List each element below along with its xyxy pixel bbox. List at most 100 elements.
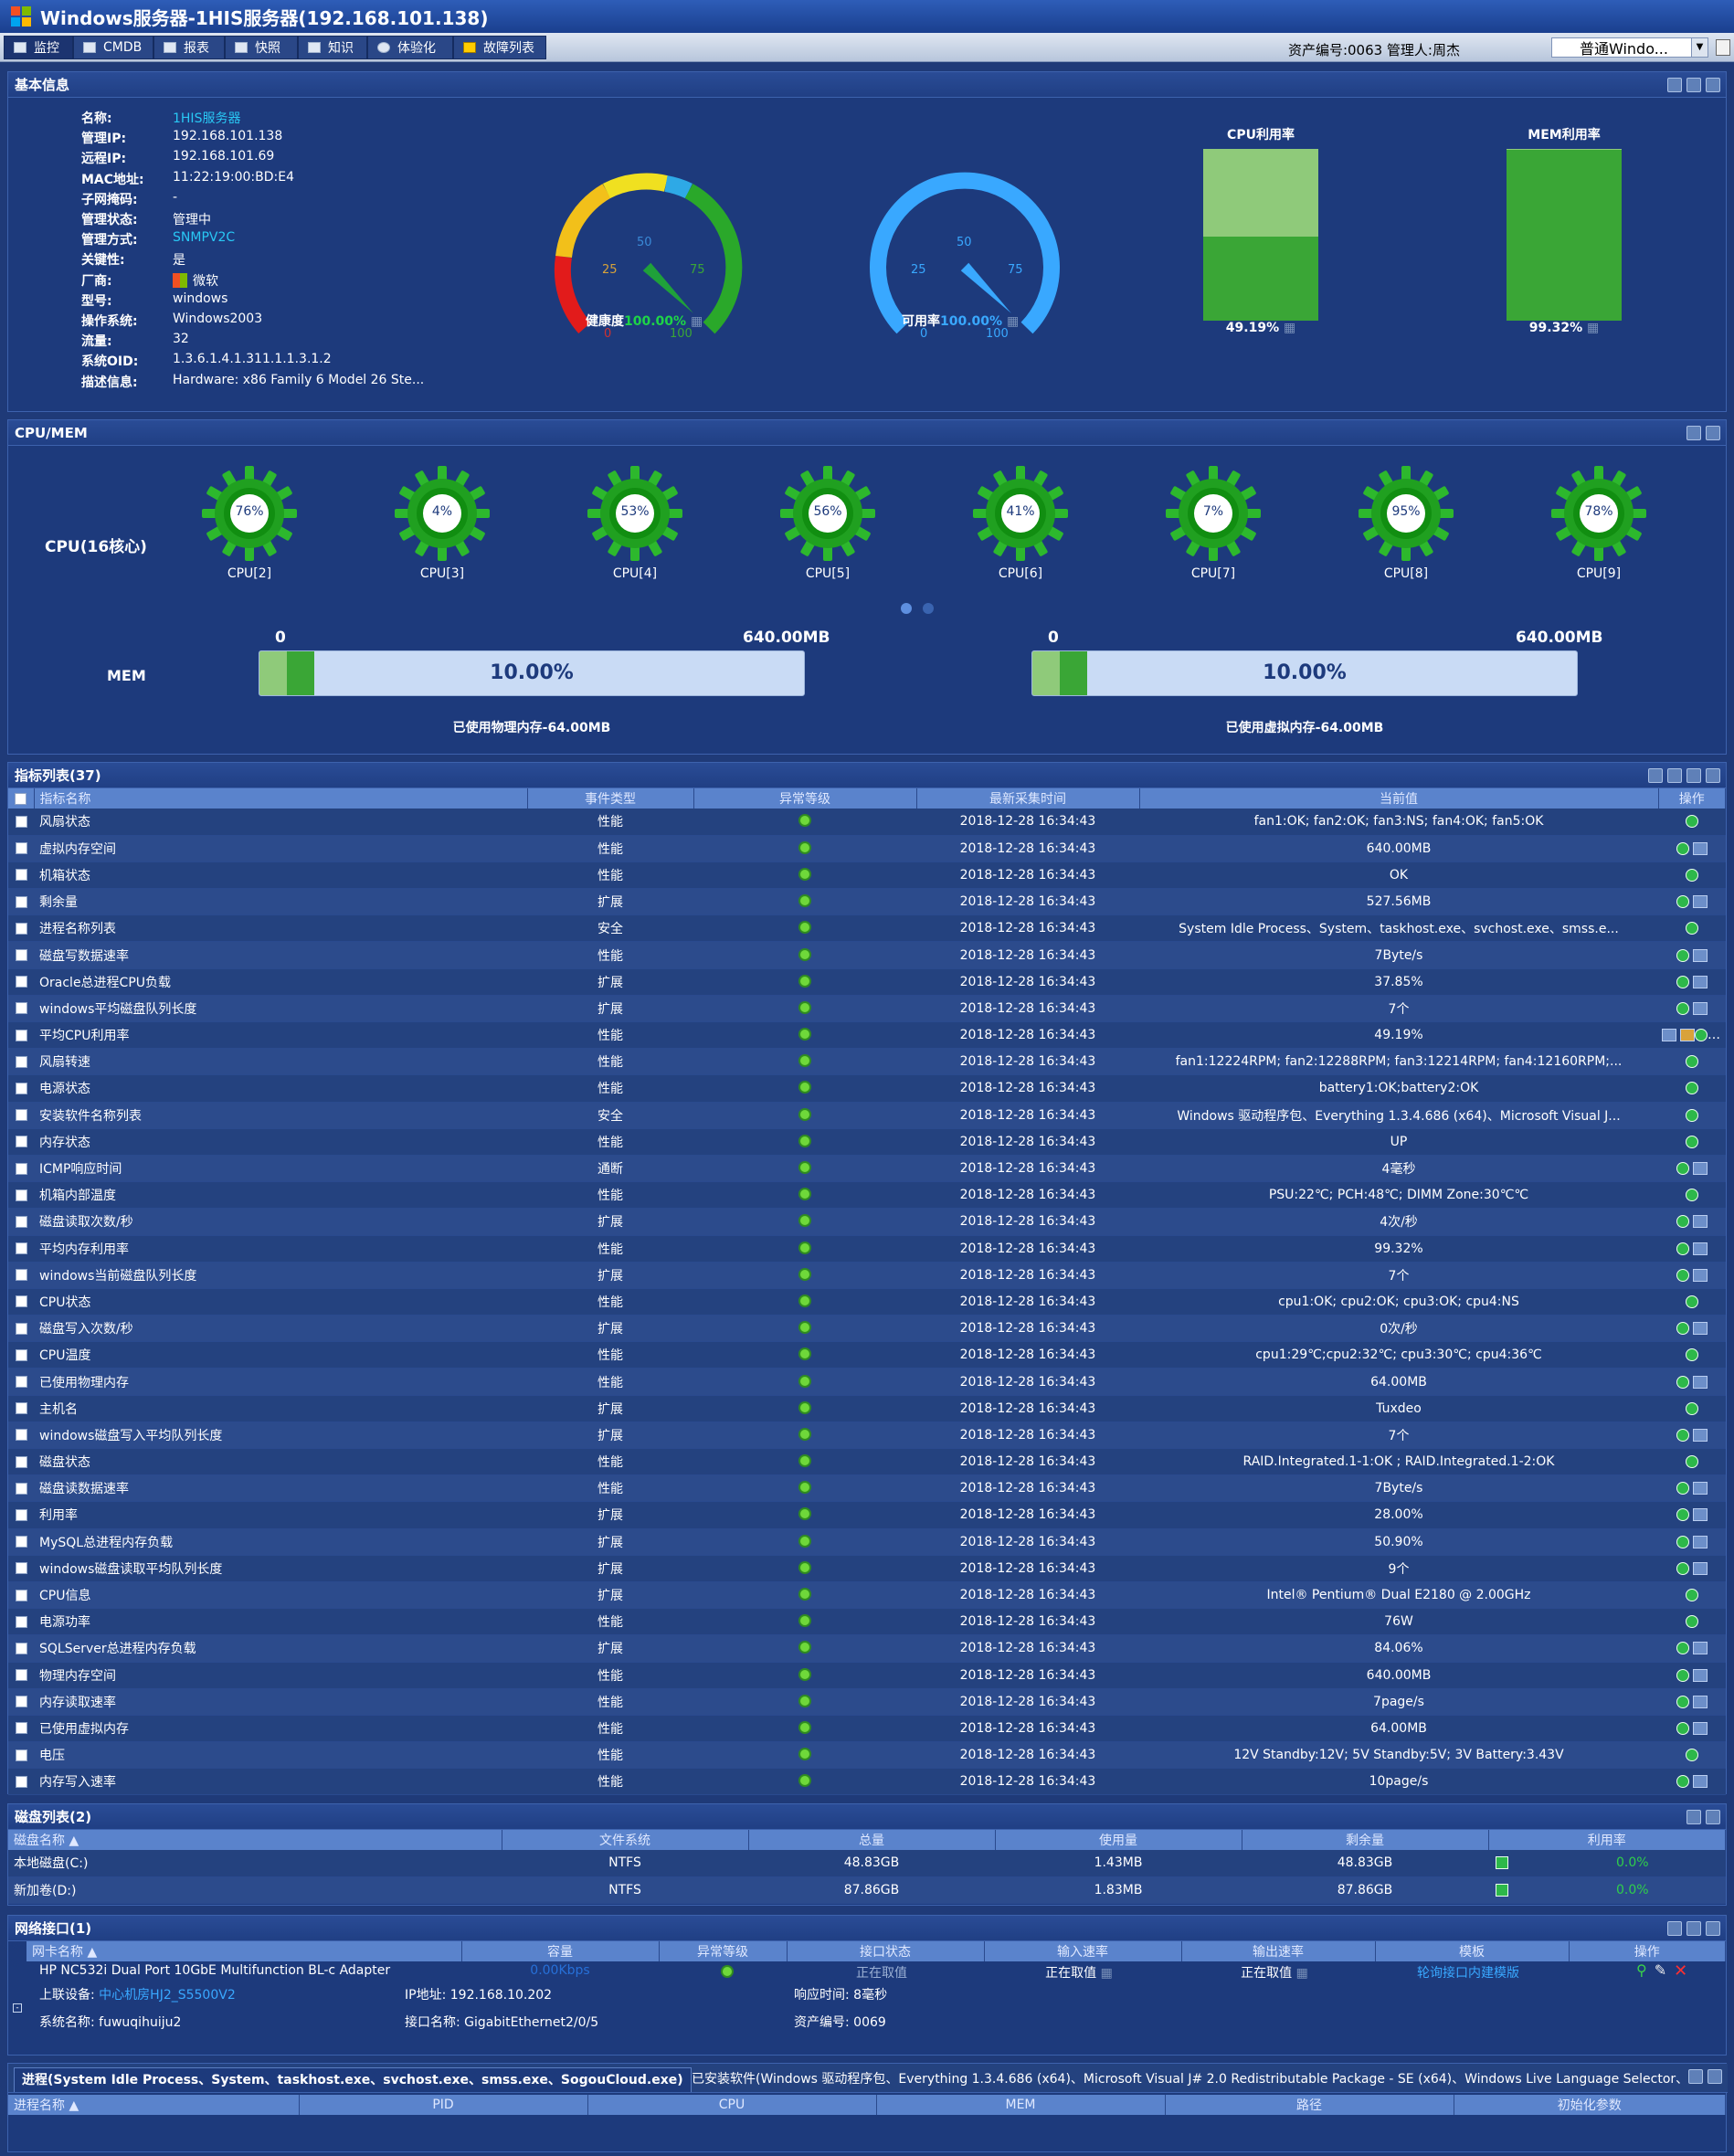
info-icon[interactable] (1676, 1482, 1689, 1495)
refresh-icon[interactable] (1708, 2069, 1722, 2084)
info-icon[interactable] (1676, 948, 1689, 962)
info-icon[interactable] (1676, 1561, 1689, 1575)
metric-name[interactable]: CPU温度 (34, 1341, 527, 1369)
chart-icon[interactable] (1692, 1535, 1708, 1548)
metric-name[interactable]: windows磁盘读取平均队列长度 (34, 1555, 527, 1582)
info-icon[interactable] (1685, 1749, 1698, 1762)
info-icon[interactable] (1685, 1189, 1698, 1202)
table-row[interactable]: ICMP响应时间 通断 2018-12-28 16:34:43 4毫秒 (8, 1155, 1726, 1183)
metric-name[interactable]: CPU状态 (34, 1288, 527, 1316)
row-expand-icon[interactable]: - (10, 1961, 26, 2053)
table-row[interactable]: 利用率 扩展 2018-12-28 16:34:43 28.00% (8, 1501, 1726, 1529)
col-metric-name[interactable]: 指标名称 (34, 788, 528, 808)
col-out-rate[interactable]: 输出速率 (1181, 1941, 1376, 1961)
table-row[interactable]: 进程名称列表 安全 2018-12-28 16:34:43 System Idl… (8, 914, 1726, 943)
table-row[interactable]: 磁盘写入次数/秒 扩展 2018-12-28 16:34:43 0次/秒 (8, 1315, 1726, 1343)
edit-icon[interactable]: ✎ (1654, 1961, 1667, 1979)
metric-name[interactable]: 安装软件名称列表 (34, 1102, 527, 1129)
table-row[interactable]: 机箱内部温度 性能 2018-12-28 16:34:43 PSU:22℃; P… (8, 1181, 1726, 1210)
metric-name[interactable]: 虚拟内存空间 (34, 835, 527, 862)
table-row[interactable]: 机箱状态 性能 2018-12-28 16:34:43 OK (8, 861, 1726, 890)
metric-name[interactable]: 电源状态 (34, 1074, 527, 1103)
row-checkbox[interactable] (8, 1128, 34, 1156)
info-icon[interactable] (1685, 815, 1698, 829)
col-severity[interactable]: 异常等级 (693, 788, 917, 808)
tab-installed-software[interactable]: 已安装软件(Windows 驱动程序包、Everything 1.3.4.686… (692, 2072, 1689, 2087)
tab-processes[interactable]: 进程(System Idle Process、System、taskhost.e… (14, 2067, 692, 2092)
row-checkbox[interactable] (8, 1155, 34, 1183)
row-checkbox[interactable] (8, 1048, 34, 1076)
chart-icon[interactable] (1692, 948, 1708, 962)
info-icon[interactable] (1676, 1322, 1689, 1336)
table-row[interactable]: CPU信息 扩展 2018-12-28 16:34:43 Intel® Pent… (8, 1581, 1726, 1610)
row-checkbox[interactable] (8, 914, 34, 943)
row-checkbox[interactable] (8, 1235, 34, 1263)
metric-name[interactable]: windows当前磁盘队列长度 (34, 1262, 527, 1289)
metric-name[interactable]: MySQL总进程内存负载 (34, 1528, 527, 1556)
row-checkbox[interactable] (8, 1395, 34, 1422)
chart-icon[interactable] (1692, 1001, 1708, 1015)
metric-name[interactable]: 磁盘读取次数/秒 (34, 1208, 527, 1236)
table-row[interactable]: 电源功率 性能 2018-12-28 16:34:43 76W (8, 1608, 1726, 1636)
metric-name[interactable]: 风扇转速 (34, 1048, 527, 1076)
search-icon[interactable] (1667, 768, 1682, 783)
metric-name[interactable]: ICMP响应时间 (34, 1155, 527, 1183)
table-row[interactable]: 虚拟内存空间 性能 2018-12-28 16:34:43 640.00MB (8, 835, 1726, 862)
info-icon[interactable] (1676, 1375, 1689, 1389)
row-checkbox[interactable] (8, 888, 34, 916)
select-all-checkbox[interactable] (8, 788, 35, 808)
col-usage[interactable]: 利用率 (1488, 1830, 1726, 1850)
metric-name[interactable]: 进程名称列表 (34, 914, 527, 943)
info-icon[interactable] (1676, 841, 1689, 855)
table-row[interactable]: Oracle总进程CPU负载 扩展 2018-12-28 16:34:43 37… (8, 968, 1726, 996)
row-checkbox[interactable] (8, 808, 34, 836)
row-checkbox[interactable] (8, 1288, 34, 1316)
chart-icon[interactable] (1692, 1642, 1708, 1655)
refresh-icon[interactable] (1706, 78, 1720, 92)
table-row[interactable]: windows平均磁盘队列长度 扩展 2018-12-28 16:34:43 7… (8, 995, 1726, 1023)
row-checkbox[interactable] (8, 1634, 34, 1663)
row-checkbox[interactable] (8, 1528, 34, 1556)
row-checkbox[interactable] (8, 861, 34, 890)
metric-name[interactable]: 磁盘状态 (34, 1448, 527, 1476)
info-icon[interactable] (1685, 1108, 1698, 1122)
metric-name[interactable]: 机箱内部温度 (34, 1181, 527, 1210)
row-checkbox[interactable] (8, 1181, 34, 1210)
row-checkbox[interactable] (8, 1474, 34, 1503)
row-checkbox[interactable] (8, 1074, 34, 1103)
info-icon[interactable] (1676, 1642, 1689, 1655)
row-checkbox[interactable] (8, 1341, 34, 1369)
row-checkbox[interactable] (8, 1208, 34, 1236)
metric-name[interactable]: 平均CPU利用率 (34, 1021, 527, 1050)
info-icon[interactable] (1676, 1162, 1689, 1176)
table-row[interactable]: 已使用物理内存 性能 2018-12-28 16:34:43 64.00MB (8, 1368, 1726, 1396)
table-row[interactable]: 内存状态 性能 2018-12-28 16:34:43 UP (8, 1128, 1726, 1156)
chart-icon[interactable] (1692, 1215, 1708, 1229)
chart-icon[interactable] (1692, 1482, 1708, 1495)
info-icon[interactable] (1685, 868, 1698, 882)
search-icon[interactable] (1688, 2069, 1703, 2084)
col-nic-severity[interactable]: 异常等级 (659, 1941, 788, 1961)
metric-name[interactable]: windows磁盘写入平均队列长度 (34, 1421, 527, 1450)
info-icon[interactable] (1695, 1029, 1708, 1042)
info-icon[interactable] (1676, 975, 1689, 988)
table-row[interactable]: 平均CPU利用率 性能 2018-12-28 16:34:43 49.19% (8, 1021, 1726, 1050)
row-checkbox[interactable] (8, 968, 34, 996)
chart-icon[interactable] (1692, 1668, 1708, 1682)
collapse-icon[interactable] (1648, 768, 1663, 783)
metric-name[interactable]: 利用率 (34, 1501, 527, 1529)
table-row[interactable]: 主机名 扩展 2018-12-28 16:34:43 Tuxdeo (8, 1395, 1726, 1422)
refresh-icon[interactable] (1706, 426, 1720, 440)
metric-name[interactable]: 剩余量 (34, 888, 527, 916)
table-row[interactable]: MySQL总进程内存负载 扩展 2018-12-28 16:34:43 50.9… (8, 1528, 1726, 1556)
delete-icon[interactable]: ✕ (1674, 1961, 1688, 1981)
info-icon[interactable] (1685, 922, 1698, 935)
chart-icon[interactable] (1692, 1375, 1708, 1389)
pager-dot-2[interactable] (923, 603, 934, 614)
info-icon[interactable] (1676, 895, 1689, 909)
table-row[interactable]: 物理内存空间 性能 2018-12-28 16:34:43 640.00MB (8, 1662, 1726, 1689)
collapse-icon[interactable] (1686, 426, 1701, 440)
info-icon[interactable] (1676, 1721, 1689, 1735)
row-checkbox[interactable] (8, 1662, 34, 1689)
table-row[interactable]: SQLServer总进程内存负载 扩展 2018-12-28 16:34:43 … (8, 1634, 1726, 1663)
